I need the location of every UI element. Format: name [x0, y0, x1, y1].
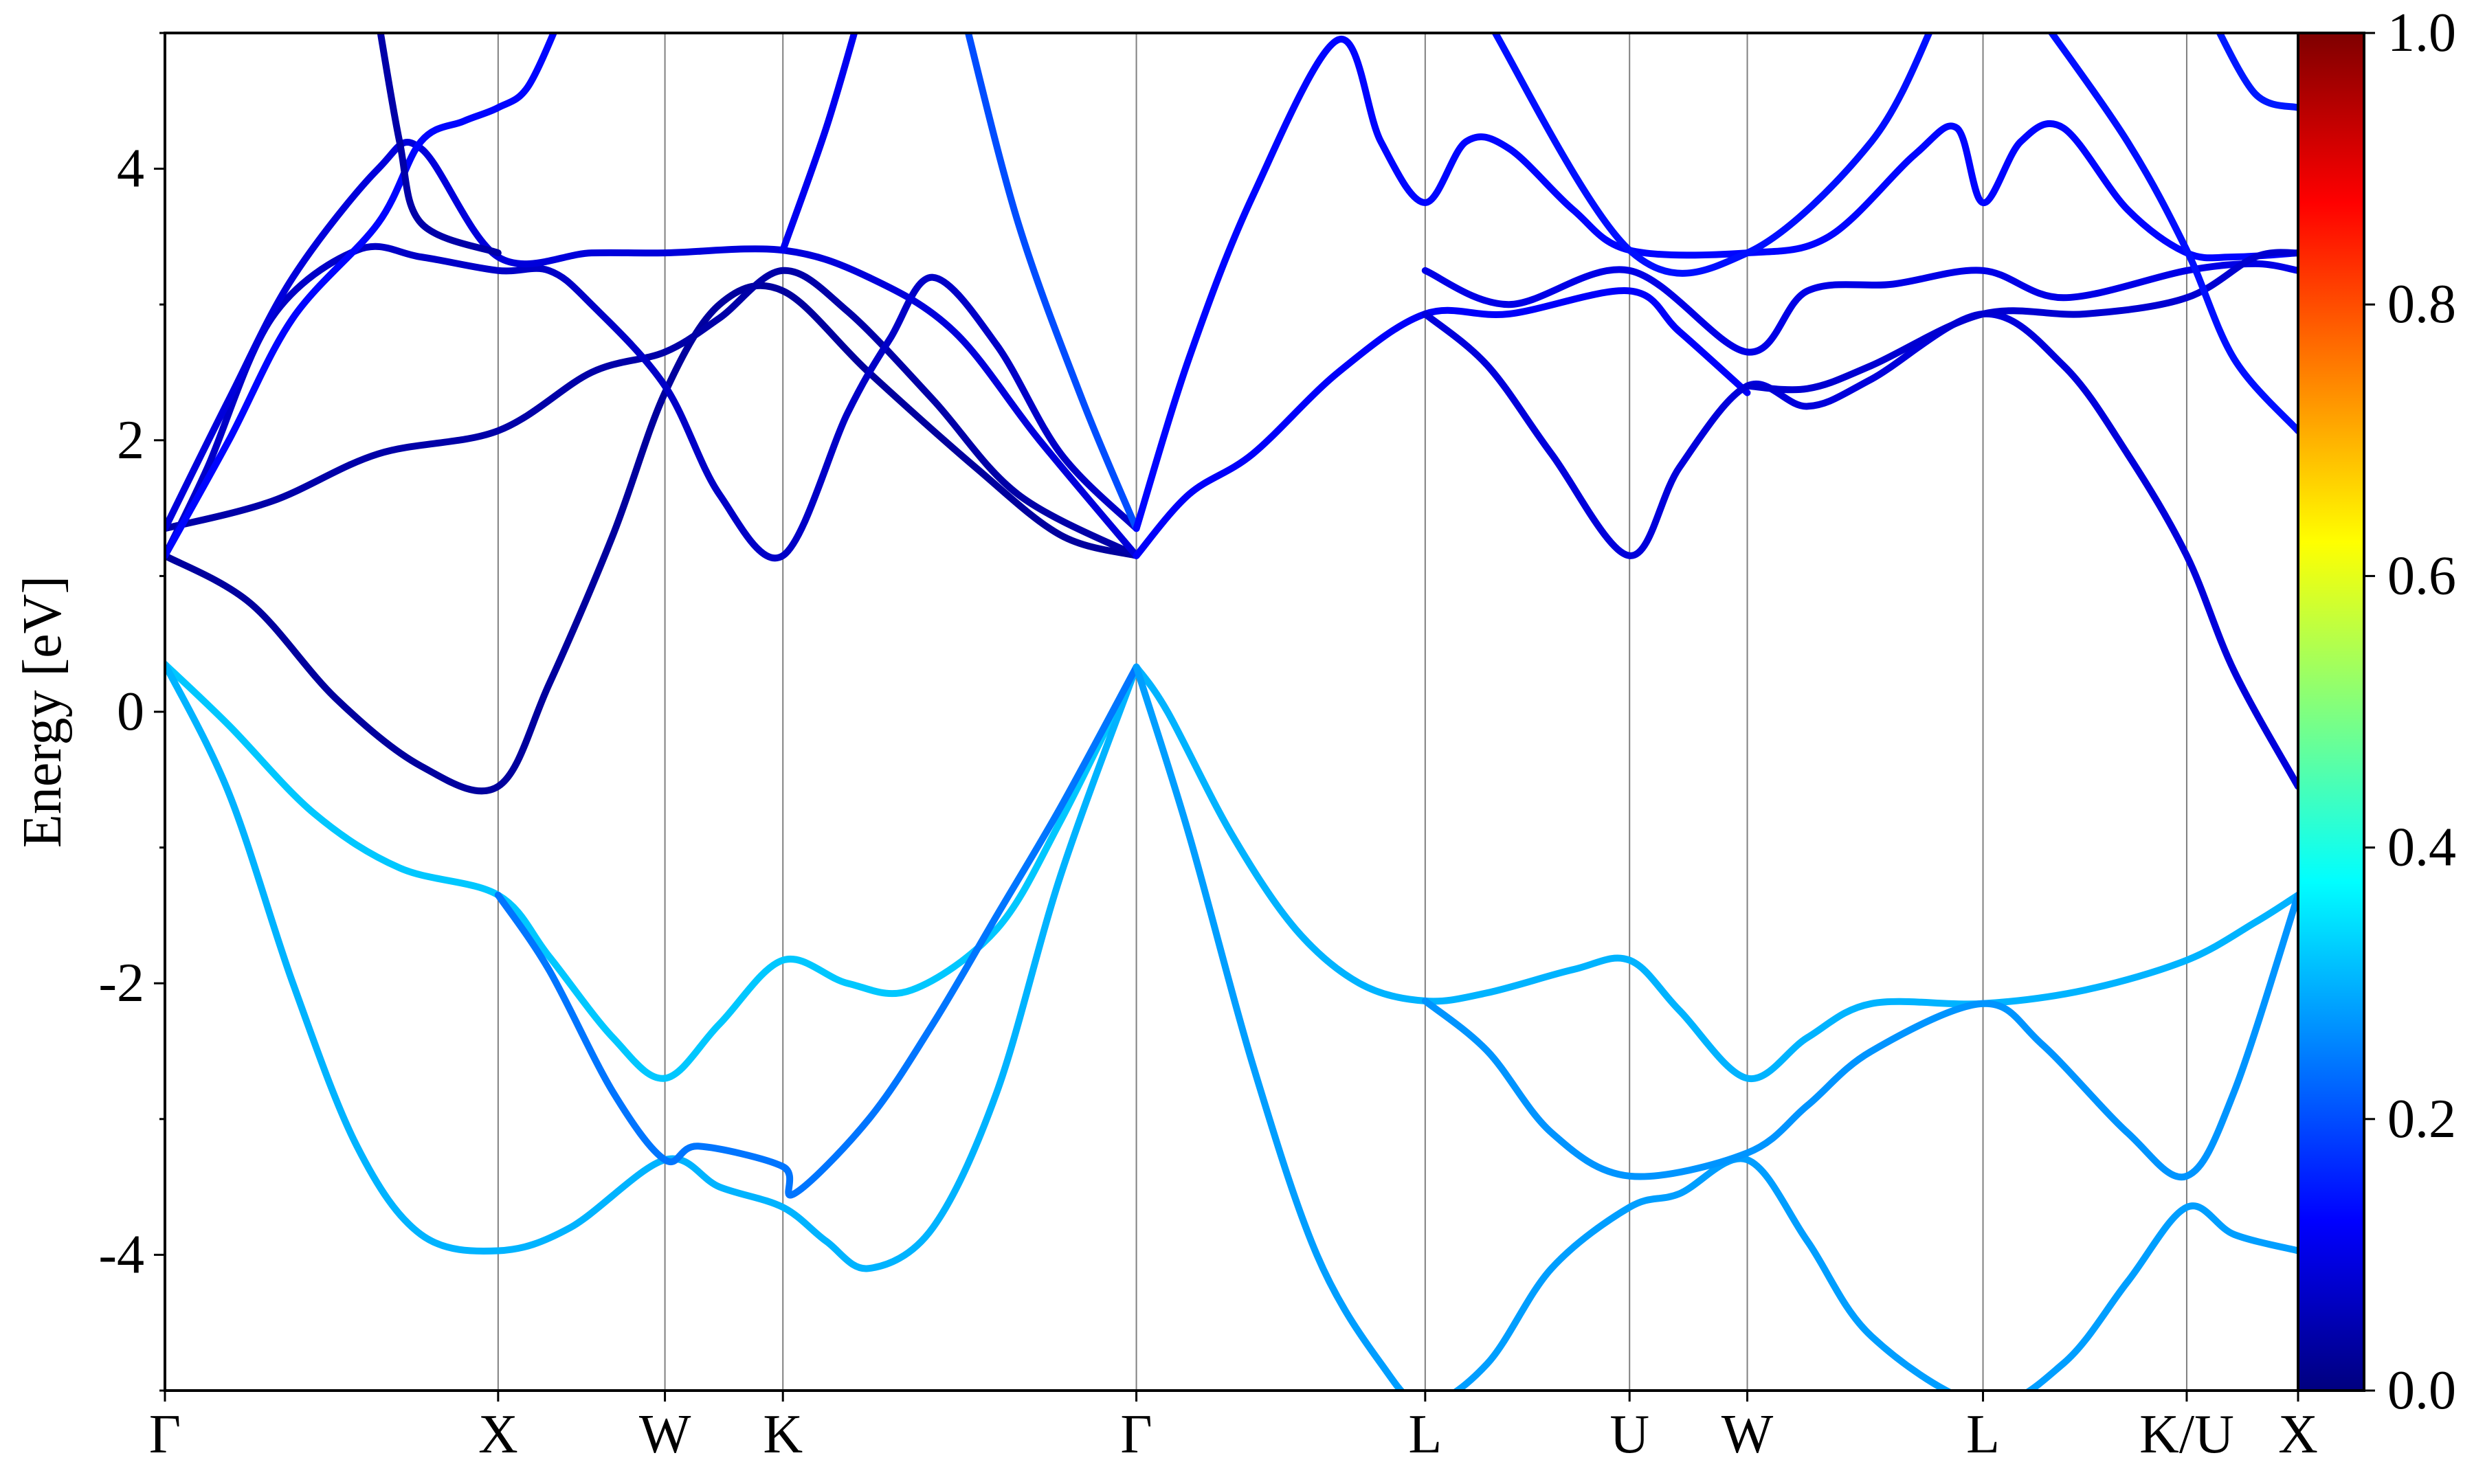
band-line-13	[964, 33, 1140, 532]
colorbar-tick-label: 0.2	[2387, 1089, 2456, 1149]
colorbar-tick-label: 0.4	[2387, 818, 2456, 878]
y-axis: -4 -2 0 2 4	[98, 32, 165, 1392]
x-tick-label: X	[478, 1404, 518, 1465]
band-line-10	[165, 139, 1140, 559]
band-line-12	[779, 33, 858, 254]
band-line-19	[1743, 249, 2298, 394]
band-line-2	[165, 660, 1140, 1272]
x-tick-label: K	[763, 1404, 803, 1465]
band-line-17	[1421, 260, 2298, 356]
x-tick-label: Γ	[149, 1404, 181, 1465]
colorbar-tick-label: 0.6	[2387, 546, 2456, 606]
x-tick-label: W	[1721, 1404, 1774, 1465]
bands	[165, 33, 2298, 1391]
band-line-9	[165, 243, 1140, 562]
kpoint-gridlines	[497, 33, 2187, 1391]
x-tick-label: L	[1966, 1404, 2000, 1465]
y-tick-label: -4	[98, 1224, 144, 1285]
colorbar-tick-label: 1.0	[2387, 3, 2456, 63]
x-tick-label: W	[639, 1404, 691, 1465]
y-axis-label: Energy [eV]	[12, 576, 73, 848]
band-line-21	[2047, 33, 2298, 434]
colorbar	[2297, 32, 2365, 1392]
band-line-11	[165, 33, 558, 559]
band-line-5	[1133, 663, 2298, 1391]
colorbar-axis: 0.0 0.2 0.4 0.6 0.8 1.0	[2364, 3, 2456, 1421]
band-line-3	[494, 663, 1140, 1199]
x-tick-label: U	[1609, 1404, 1649, 1465]
y-tick-label: -2	[98, 953, 144, 1013]
y-tick-label: 0	[117, 682, 144, 742]
band-line-14	[377, 33, 502, 257]
x-tick-label: X	[2278, 1404, 2318, 1465]
band-line-8	[165, 267, 1140, 559]
x-tick-label: L	[1408, 1404, 1442, 1465]
x-tick-label: K/U	[2139, 1404, 2234, 1465]
x-axis: Γ X W K Γ L U W L K/U X	[149, 1391, 2318, 1465]
y-tick-label: 2	[117, 410, 144, 471]
band-line-22	[2216, 33, 2298, 111]
band-line-1	[165, 660, 1140, 1082]
band-line-16	[1133, 36, 2298, 532]
band-line-6	[1421, 891, 2298, 1181]
y-tick-label: 4	[117, 139, 144, 199]
colorbar-tick-label: 0.8	[2387, 274, 2456, 335]
band-line-20	[1491, 33, 1933, 277]
band-line-7	[165, 282, 1140, 795]
x-tick-label: Γ	[1120, 1404, 1152, 1465]
band-line-18	[1421, 310, 2298, 790]
colorbar-tick-label: 0.0	[2387, 1360, 2456, 1421]
band-line-4	[1133, 663, 2298, 1083]
